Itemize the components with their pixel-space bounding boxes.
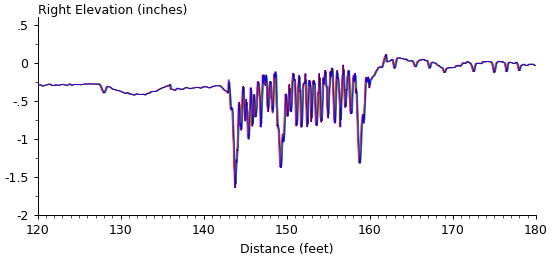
X-axis label: Distance (feet): Distance (feet) bbox=[240, 243, 333, 256]
Text: Right Elevation (inches): Right Elevation (inches) bbox=[38, 4, 187, 17]
